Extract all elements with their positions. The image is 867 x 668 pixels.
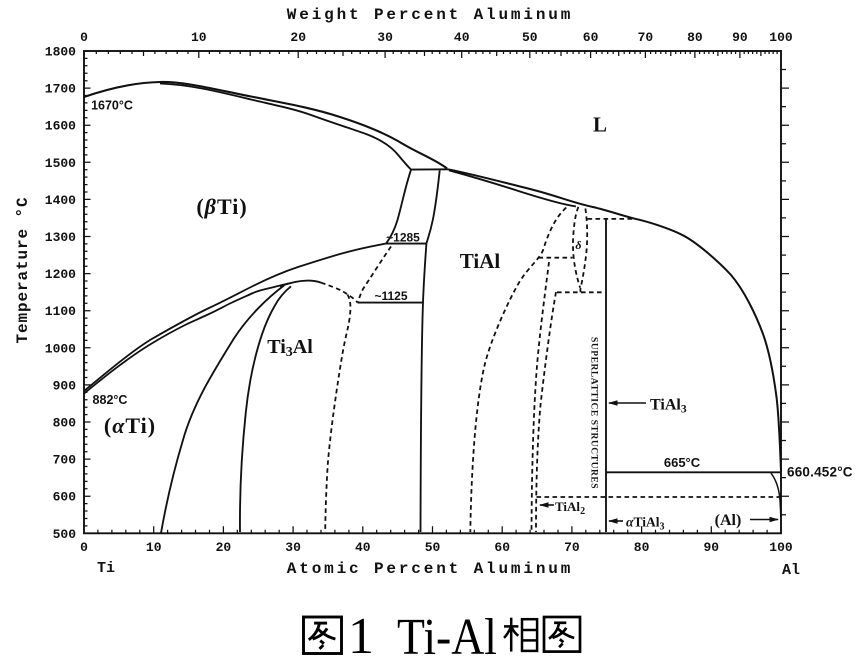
svg-text:70: 70 — [638, 30, 654, 45]
svg-text:100: 100 — [769, 540, 793, 555]
svg-text:Weight Percent Aluminum: Weight Percent Aluminum — [287, 6, 573, 24]
svg-text:10: 10 — [191, 30, 207, 45]
svg-text:SUPERLATTICE STRUCTURES: SUPERLATTICE STRUCTURES — [589, 337, 599, 489]
svg-text:1000: 1000 — [45, 341, 76, 356]
svg-text:TiAl: TiAl — [460, 249, 501, 273]
svg-text:700: 700 — [53, 453, 77, 468]
svg-text:60: 60 — [583, 30, 599, 45]
svg-text:~1285: ~1285 — [386, 231, 420, 245]
svg-text:50: 50 — [522, 30, 538, 45]
svg-text:0: 0 — [80, 30, 88, 45]
svg-text:0: 0 — [80, 540, 88, 555]
svg-text:20: 20 — [216, 540, 232, 555]
svg-text:500: 500 — [53, 527, 77, 542]
svg-text:1400: 1400 — [45, 193, 76, 208]
svg-text:600: 600 — [53, 490, 77, 505]
svg-text:δ: δ — [575, 238, 581, 252]
svg-text:~1125: ~1125 — [374, 289, 407, 303]
svg-text:Temperature °C: Temperature °C — [14, 196, 32, 343]
svg-text:1500: 1500 — [45, 156, 76, 171]
svg-text:30: 30 — [377, 30, 393, 45]
svg-text:(αTi): (αTi) — [104, 413, 156, 438]
svg-text:80: 80 — [687, 30, 703, 45]
svg-text:αTiAl3: αTiAl3 — [626, 515, 664, 533]
svg-text:90: 90 — [703, 540, 719, 555]
svg-text:Ti-Al: Ti-Al — [397, 609, 497, 663]
svg-text:30: 30 — [285, 540, 301, 555]
svg-text:Al: Al — [782, 562, 800, 579]
svg-text:665°C: 665°C — [664, 455, 701, 470]
svg-text:(βTi): (βTi) — [196, 194, 247, 219]
svg-text:660.452°C: 660.452°C — [787, 465, 853, 480]
svg-text:50: 50 — [425, 540, 441, 555]
svg-text:Atomic Percent Aluminum: Atomic Percent Aluminum — [287, 560, 573, 578]
svg-text:900: 900 — [53, 378, 77, 393]
svg-text:90: 90 — [732, 30, 748, 45]
svg-text:800: 800 — [53, 416, 77, 431]
svg-text:1700: 1700 — [45, 82, 76, 97]
svg-text:1100: 1100 — [45, 304, 76, 319]
svg-text:1800: 1800 — [45, 45, 76, 60]
svg-text:40: 40 — [355, 540, 371, 555]
svg-text:TiAl2: TiAl2 — [555, 499, 585, 517]
svg-text:10: 10 — [146, 540, 162, 555]
svg-text:1600: 1600 — [45, 119, 76, 134]
svg-text:Ti: Ti — [97, 560, 115, 577]
svg-text:1: 1 — [348, 608, 374, 663]
svg-text:(Al): (Al) — [715, 512, 742, 529]
svg-text:100: 100 — [769, 30, 793, 45]
svg-text:40: 40 — [454, 30, 470, 45]
svg-text:70: 70 — [564, 540, 580, 555]
svg-text:1670°C: 1670°C — [91, 99, 133, 113]
svg-text:TiAl3: TiAl3 — [650, 397, 687, 416]
svg-text:L: L — [593, 113, 607, 137]
svg-text:1300: 1300 — [45, 230, 76, 245]
svg-text:1200: 1200 — [45, 267, 76, 282]
svg-text:20: 20 — [290, 30, 306, 45]
svg-text:60: 60 — [494, 540, 510, 555]
svg-text:882°C: 882°C — [93, 393, 128, 407]
svg-text:80: 80 — [634, 540, 650, 555]
